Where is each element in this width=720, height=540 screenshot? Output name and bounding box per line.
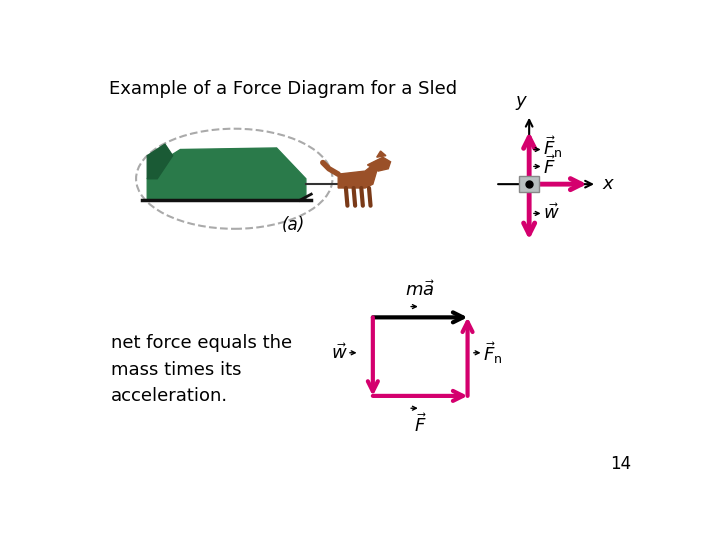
Polygon shape <box>148 144 173 179</box>
Text: $m\vec{a}$: $m\vec{a}$ <box>405 281 436 300</box>
Text: $\vec{w}$: $\vec{w}$ <box>331 343 348 363</box>
Polygon shape <box>367 157 390 171</box>
Text: $\vec{F}_\mathrm{n}$: $\vec{F}_\mathrm{n}$ <box>543 134 562 160</box>
Polygon shape <box>338 165 377 188</box>
Polygon shape <box>377 151 386 157</box>
Text: $\vec{F}$: $\vec{F}$ <box>414 413 426 436</box>
Text: $\vec{w}$: $\vec{w}$ <box>543 204 559 224</box>
Text: (a): (a) <box>282 215 305 234</box>
Bar <box>519 177 539 192</box>
Text: $\vec{F}_\mathrm{n}$: $\vec{F}_\mathrm{n}$ <box>483 340 503 366</box>
Text: $x$: $x$ <box>603 175 616 193</box>
Text: Example of a Force Diagram for a Sled: Example of a Force Diagram for a Sled <box>109 80 457 98</box>
Polygon shape <box>148 148 306 200</box>
Text: $\vec{F}$: $\vec{F}$ <box>543 155 556 178</box>
Text: $y$: $y$ <box>515 94 528 112</box>
Text: net force equals the
mass times its
acceleration.: net force equals the mass times its acce… <box>111 334 292 405</box>
Text: 14: 14 <box>610 455 631 473</box>
